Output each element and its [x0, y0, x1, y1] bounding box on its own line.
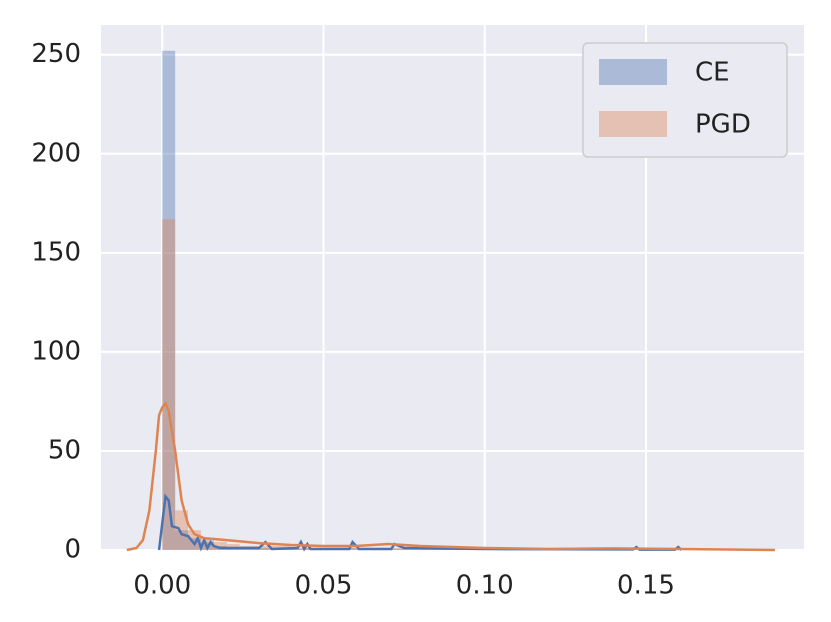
y-tick-label: 50: [48, 435, 81, 465]
y-tick-label: 100: [31, 336, 81, 366]
x-tick-label: 0.00: [133, 571, 191, 601]
legend-swatch: [599, 59, 667, 85]
y-tick-label: 150: [31, 237, 81, 267]
x-tick-label: 0.05: [295, 571, 353, 601]
y-tick-label: 200: [31, 138, 81, 168]
legend-label: PGD: [695, 110, 751, 140]
legend-label: CE: [695, 58, 730, 88]
y-tick-label: 250: [31, 39, 81, 69]
x-tick-label: 0.10: [456, 571, 514, 601]
x-tick-label: 0.15: [617, 571, 675, 601]
y-tick-label: 0: [64, 535, 81, 565]
legend-swatch: [599, 111, 667, 137]
